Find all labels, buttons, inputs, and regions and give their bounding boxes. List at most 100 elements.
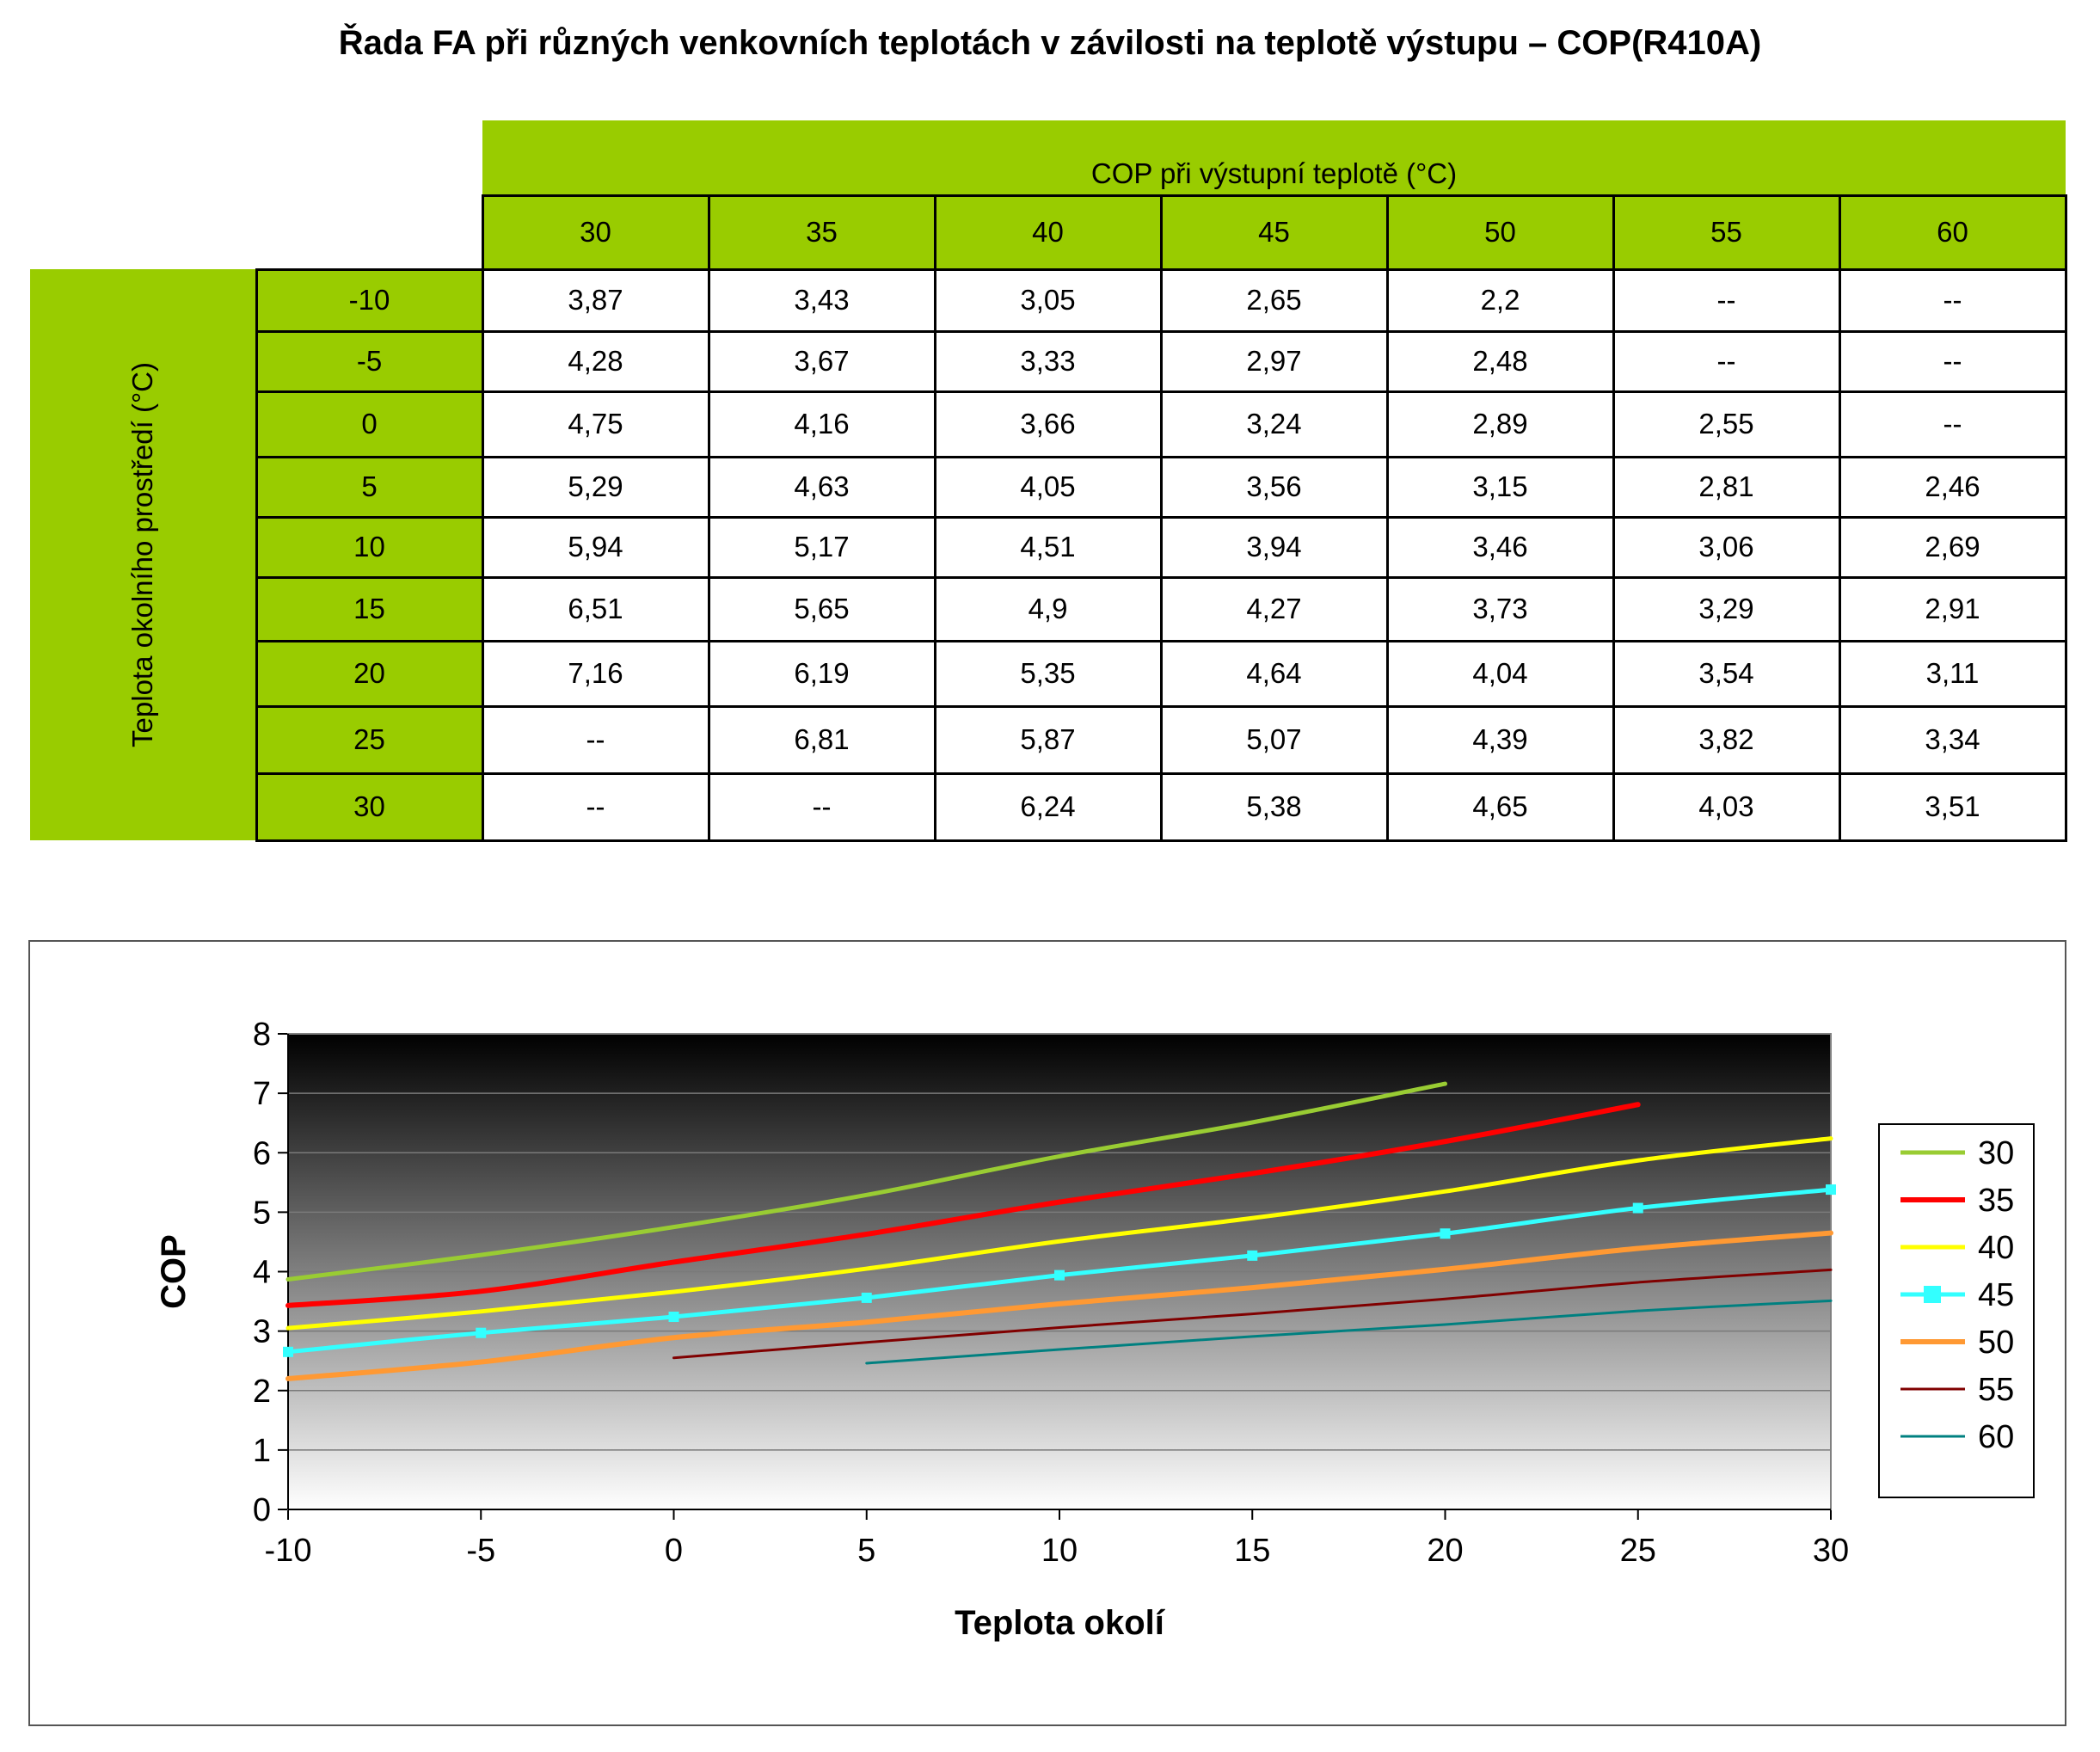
table-cell: 2,48 <box>1385 329 1615 393</box>
series-line-40 <box>286 1136 1833 1331</box>
series-line-30 <box>286 1081 1447 1282</box>
table-cell: 3,73 <box>1385 575 1615 642</box>
row-header: 15 <box>255 575 484 642</box>
row-header: -5 <box>255 329 484 393</box>
table-cell: 4,27 <box>1159 575 1389 642</box>
table-cell: 5,65 <box>707 575 936 642</box>
column-header: 55 <box>1612 194 1841 271</box>
legend-label-35: 35 <box>1978 1183 2014 1219</box>
table-cell: 5,94 <box>481 515 710 579</box>
x-tick-label: 0 <box>665 1533 683 1569</box>
table-cell: -- <box>1612 267 1841 333</box>
table-cell: 5,38 <box>1159 771 1389 842</box>
table-cell: 3,54 <box>1612 639 1841 708</box>
table-cell: 3,15 <box>1385 455 1615 519</box>
y-tick-label: 7 <box>253 1076 271 1112</box>
series-line-35 <box>286 1102 1641 1308</box>
table-cell: 2,46 <box>1838 455 2067 519</box>
series-marker-45 <box>1247 1250 1258 1261</box>
table-corner-blank <box>30 195 482 269</box>
table-cell: 3,87 <box>481 267 710 333</box>
series-marker-45 <box>1054 1269 1065 1281</box>
table-cell: 4,64 <box>1159 639 1389 708</box>
table-cell: 2,91 <box>1838 575 2067 642</box>
legend-label-50: 50 <box>1978 1325 2014 1361</box>
table-cell: 5,87 <box>933 704 1163 775</box>
row-header: 25 <box>255 704 484 775</box>
table-cell: 3,34 <box>1838 704 2067 775</box>
table-cell: -- <box>707 771 936 842</box>
row-header: 0 <box>255 390 484 458</box>
table-corner-blank <box>30 120 482 195</box>
table-cell: 2,97 <box>1159 329 1389 393</box>
x-tick-label: -5 <box>466 1533 495 1569</box>
x-tick-label: 5 <box>857 1533 875 1569</box>
column-header: 60 <box>1838 194 2067 271</box>
table-row: 0 4,75 4,16 3,66 3,24 2,89 2,55 -- <box>30 390 2067 458</box>
row-group-title-cell: Teplota okolního prostředí (°C) <box>30 269 256 840</box>
table-cell: 2,89 <box>1385 390 1615 458</box>
row-group-title: Teplota okolního prostředí (°C) <box>126 362 158 747</box>
row-header: 10 <box>255 515 484 579</box>
table-cell: 3,06 <box>1612 515 1841 579</box>
y-tick-label: 5 <box>253 1195 271 1231</box>
x-tick-label: 20 <box>1427 1533 1463 1569</box>
row-header: -10 <box>255 267 484 333</box>
table-cell: 3,66 <box>933 390 1163 458</box>
table-cell: 3,67 <box>707 329 936 393</box>
row-header: 20 <box>255 639 484 708</box>
table-cell: -- <box>1838 390 2067 458</box>
y-tick-label: 4 <box>253 1255 271 1291</box>
series-line-60 <box>865 1299 1833 1365</box>
table-cell: 6,19 <box>707 639 936 708</box>
table-cell: 4,39 <box>1385 704 1615 775</box>
legend-label-55: 55 <box>1978 1372 2014 1408</box>
y-tick-label: 6 <box>253 1135 271 1171</box>
table-cell: 4,03 <box>1612 771 1841 842</box>
table-cell: 4,51 <box>933 515 1163 579</box>
table-row: 30 -- -- 6,24 5,38 4,65 4,03 3,51 <box>30 771 2067 842</box>
row-header: 5 <box>255 455 484 519</box>
series-marker-45 <box>861 1292 872 1303</box>
table-cell: 2,65 <box>1159 267 1389 333</box>
table-cell: 5,29 <box>481 455 710 519</box>
column-header: 35 <box>707 194 936 271</box>
y-tick-label: 0 <box>253 1492 271 1528</box>
column-header: 45 <box>1159 194 1389 271</box>
y-tick-label: 8 <box>253 1017 271 1053</box>
series-marker-45 <box>668 1312 679 1323</box>
series-marker-45 <box>476 1327 487 1338</box>
table-row: 25 -- 6,81 5,87 5,07 4,39 3,82 3,34 <box>30 704 2067 775</box>
table-cell: 6,81 <box>707 704 936 775</box>
table-cell: 4,63 <box>707 455 936 519</box>
x-tick-label: 30 <box>1813 1533 1849 1569</box>
table-cell: 3,56 <box>1159 455 1389 519</box>
table-cell: 3,43 <box>707 267 936 333</box>
table-group-header-row: COP při výstupní teplotě (°C) <box>30 120 2066 197</box>
table-cell: 6,51 <box>481 575 710 642</box>
table-cell: -- <box>481 771 710 842</box>
table-cell: 7,16 <box>481 639 710 708</box>
table-cell: -- <box>1838 329 2067 393</box>
table-cell: 4,16 <box>707 390 936 458</box>
table-row: 5 5,29 4,63 4,05 3,56 3,15 2,81 2,46 <box>30 455 2067 519</box>
y-tick-label: 2 <box>253 1374 271 1410</box>
table-row: -5 4,28 3,67 3,33 2,97 2,48 -- -- <box>30 329 2067 393</box>
table-cell: -- <box>1612 329 1841 393</box>
chart-area: 0 1 2 3 4 5 6 7 8 -10 -5 0 5 10 15 20 25 30 Teplota okolí C… <box>28 940 2066 1726</box>
series-marker-45 <box>1826 1184 1836 1196</box>
y-axis-title: COP <box>155 1234 193 1309</box>
table-cell: 3,24 <box>1159 390 1389 458</box>
table-cell: -- <box>1838 267 2067 333</box>
x-tick-label: -10 <box>265 1533 312 1569</box>
table-cell: -- <box>481 704 710 775</box>
x-tick-label: 10 <box>1041 1533 1078 1569</box>
table-cell: 5,35 <box>933 639 1163 708</box>
table-cell: 2,69 <box>1838 515 2067 579</box>
table-cell: 3,46 <box>1385 515 1615 579</box>
y-tick-label: 3 <box>253 1314 271 1350</box>
row-header: 30 <box>255 771 484 842</box>
table-cell: 4,28 <box>481 329 710 393</box>
table-cell: 4,75 <box>481 390 710 458</box>
